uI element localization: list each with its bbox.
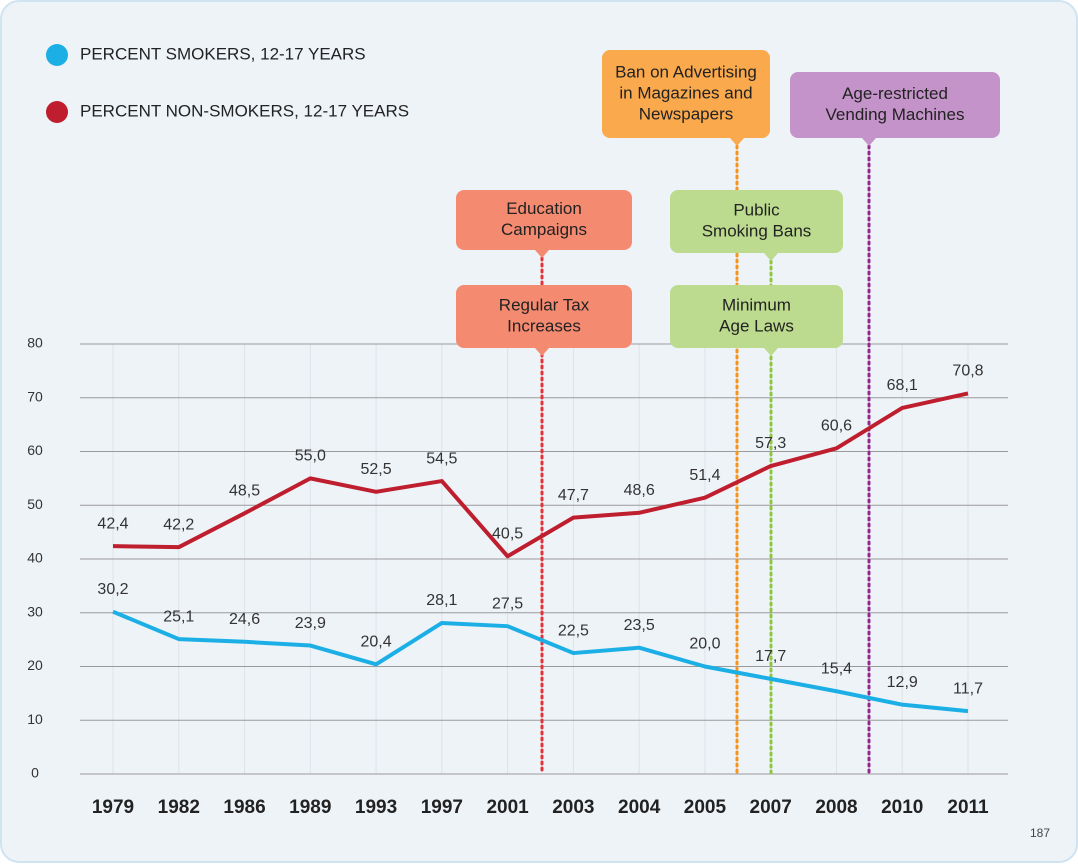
data-label: 51,4 bbox=[689, 467, 720, 484]
data-label: 27,5 bbox=[492, 595, 523, 612]
annotation-text: Education bbox=[506, 199, 582, 218]
data-label: 42,4 bbox=[97, 515, 128, 532]
data-label: 15,4 bbox=[821, 660, 852, 677]
annotation-text: Ban on Advertising bbox=[615, 62, 757, 81]
data-label: 20,4 bbox=[361, 634, 392, 651]
data-label: 48,6 bbox=[624, 482, 655, 499]
annotation-box bbox=[670, 285, 843, 348]
y-tick-label: 20 bbox=[27, 657, 43, 673]
data-label: 20,0 bbox=[689, 636, 720, 653]
y-tick-label: 40 bbox=[27, 550, 43, 566]
annotation-pointer bbox=[730, 138, 744, 146]
annotation-box bbox=[790, 72, 1000, 138]
x-tick-label: 2008 bbox=[815, 797, 857, 818]
data-label: 48,5 bbox=[229, 483, 260, 500]
y-tick-label: 30 bbox=[27, 603, 43, 619]
annotation-text: Age Laws bbox=[719, 316, 794, 335]
annotation-pointer bbox=[764, 348, 778, 356]
annotation-pointer bbox=[862, 138, 876, 146]
y-tick-label: 70 bbox=[27, 388, 43, 404]
data-label: 68,1 bbox=[887, 377, 918, 394]
x-tick-label: 2004 bbox=[618, 797, 661, 818]
y-tick-label: 50 bbox=[27, 496, 43, 512]
y-tick-label: 0 bbox=[31, 765, 39, 781]
x-tick-label: 1993 bbox=[355, 797, 397, 818]
x-tick-label: 1986 bbox=[223, 797, 265, 818]
x-tick-label: 2011 bbox=[947, 797, 989, 818]
data-label: 70,8 bbox=[952, 363, 983, 380]
annotation-text: Age-restricted bbox=[842, 84, 948, 103]
x-tick-label: 1989 bbox=[289, 797, 331, 818]
annotation-text: Vending Machines bbox=[826, 105, 965, 124]
data-label: 11,7 bbox=[953, 680, 983, 697]
data-label: 40,5 bbox=[492, 526, 523, 543]
x-tick-label: 2007 bbox=[750, 797, 792, 818]
data-label: 47,7 bbox=[558, 487, 589, 504]
x-tick-label: 2005 bbox=[684, 797, 727, 818]
data-label: 30,2 bbox=[97, 581, 128, 598]
x-tick-label: 1997 bbox=[421, 797, 463, 818]
data-label: 23,9 bbox=[295, 615, 326, 632]
x-tick-label: 2001 bbox=[486, 797, 529, 818]
page-number: 187 bbox=[1030, 826, 1050, 840]
annotation-pointer bbox=[764, 253, 778, 261]
x-tick-label: 1979 bbox=[92, 797, 134, 818]
data-label: 12,9 bbox=[887, 674, 918, 691]
annotation-text: Increases bbox=[507, 316, 581, 335]
data-label: 28,1 bbox=[426, 592, 457, 609]
annotation-text: Public bbox=[733, 200, 780, 219]
y-tick-label: 80 bbox=[27, 335, 43, 351]
annotation-text: Newspapers bbox=[639, 104, 734, 123]
annotation-text: in Magazines and bbox=[619, 83, 752, 102]
annotation-pointer bbox=[535, 250, 549, 258]
data-label: 25,1 bbox=[163, 608, 194, 625]
legend-label: PERCENT NON-SMOKERS, 12-17 YEARS bbox=[80, 101, 409, 120]
legend-marker bbox=[46, 101, 68, 123]
annotation-box bbox=[456, 285, 632, 348]
y-tick-label: 10 bbox=[27, 711, 43, 727]
legend-marker bbox=[46, 44, 68, 66]
data-label: 55,0 bbox=[295, 448, 326, 465]
annotation-pointer bbox=[535, 348, 549, 356]
x-tick-label: 1982 bbox=[158, 797, 200, 818]
annotation-box bbox=[602, 50, 770, 138]
annotation-text: Smoking Bans bbox=[702, 221, 812, 240]
annotation-text: Minimum bbox=[722, 295, 791, 314]
data-label: 52,5 bbox=[361, 461, 392, 478]
data-label: 57,3 bbox=[755, 435, 786, 452]
data-label: 54,5 bbox=[426, 450, 457, 467]
data-label: 42,2 bbox=[163, 516, 194, 533]
data-label: 22,5 bbox=[558, 622, 589, 639]
data-label: 23,5 bbox=[624, 617, 655, 634]
data-label: 60,6 bbox=[821, 417, 852, 434]
annotation-box bbox=[670, 190, 843, 253]
annotation-box bbox=[456, 190, 632, 250]
x-tick-label: 2010 bbox=[881, 797, 923, 818]
data-label: 24,6 bbox=[229, 611, 260, 628]
legend-label: PERCENT SMOKERS, 12-17 YEARS bbox=[80, 44, 366, 63]
annotation-text: Regular Tax bbox=[499, 295, 590, 314]
y-tick-label: 60 bbox=[27, 442, 43, 458]
data-label: 17,7 bbox=[755, 648, 786, 665]
annotation-text: Campaigns bbox=[501, 220, 587, 239]
x-tick-label: 2003 bbox=[552, 797, 594, 818]
series-line bbox=[112, 391, 969, 559]
series-line bbox=[112, 609, 969, 714]
